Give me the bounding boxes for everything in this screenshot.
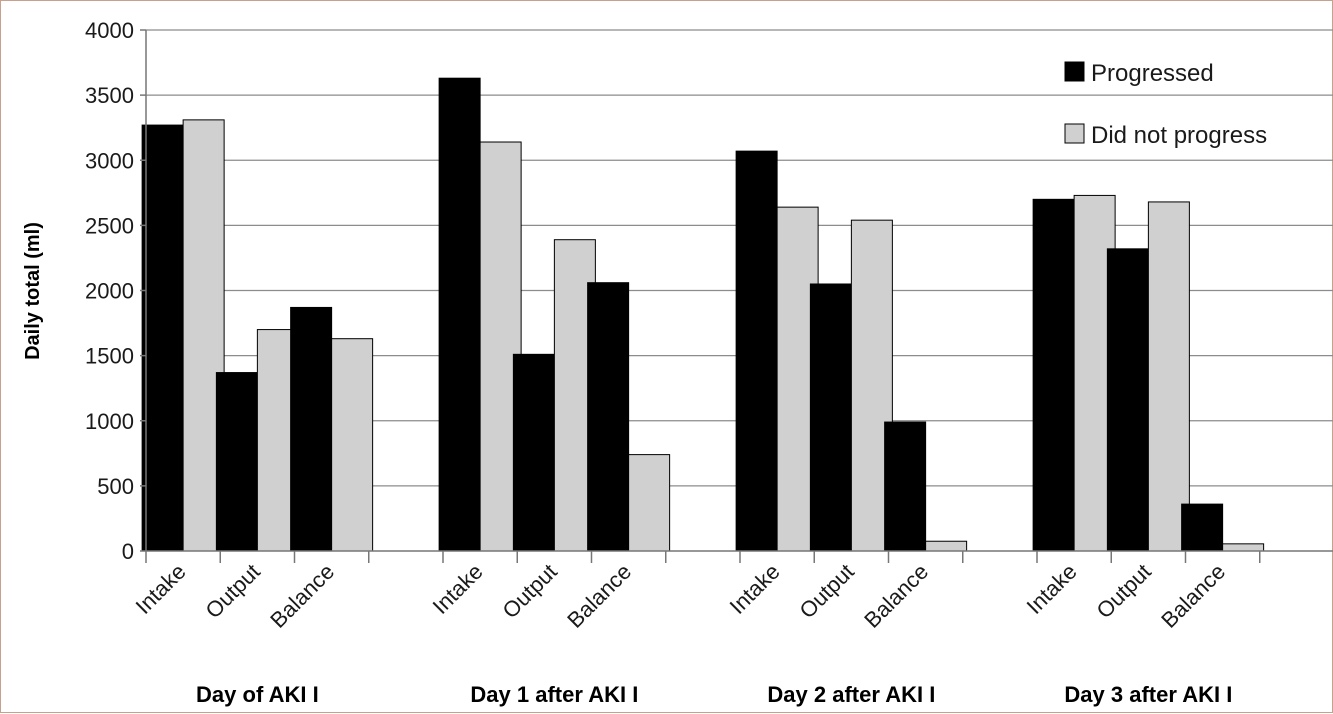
bar-progressed (290, 306, 333, 552)
y-tick-label: 4000 (85, 18, 134, 43)
category-label: Intake (1022, 559, 1082, 619)
category-label: Output (795, 559, 859, 623)
bar-progressed (884, 421, 927, 552)
y-tick-label: 2000 (85, 279, 134, 304)
axes (140, 29, 1333, 563)
bar-did-not-progress (331, 338, 374, 552)
bar-did-not-progress (1222, 543, 1265, 552)
y-tick-labels: 0 500 1000 1500 2000 2500 3000 3500 4000 (85, 18, 134, 564)
bar-progressed (512, 353, 555, 552)
bar-progressed (215, 372, 258, 552)
category-label: Intake (131, 559, 191, 619)
y-tick-label: 500 (97, 474, 134, 499)
legend-swatch (1064, 61, 1085, 82)
legend: Progressed Did not progress (1064, 60, 1267, 149)
category-label: Balance (859, 559, 933, 633)
bar-progressed (809, 283, 852, 552)
category-label: Intake (428, 559, 488, 619)
category-label: Intake (725, 559, 785, 619)
bar-progressed (438, 77, 481, 552)
y-tick-label: 3000 (85, 148, 134, 173)
bar-did-not-progress (1147, 201, 1190, 552)
group-label: Day of AKI I (196, 682, 319, 707)
category-labels: Intake Output Balance Intake Output Balance In… (131, 559, 1231, 633)
group-label: Day 2 after AKI I (767, 682, 935, 707)
group-labels: Day of AKI I Day 1 after AKI I Day 2 after… (196, 682, 1232, 707)
bar-progressed (1106, 248, 1149, 552)
category-label: Balance (1156, 559, 1230, 633)
group-label: Day 3 after AKI I (1064, 682, 1232, 707)
category-label: Output (201, 559, 265, 623)
bar-progressed (587, 282, 630, 552)
y-tick-label: 0 (122, 539, 134, 564)
legend-label: Did not progress (1091, 122, 1267, 149)
y-tick-label: 1000 (85, 409, 134, 434)
bar-progressed (1032, 198, 1075, 552)
group-label: Day 1 after AKI I (470, 682, 638, 707)
y-tick-label: 3500 (85, 83, 134, 108)
category-label: Balance (562, 559, 636, 633)
legend-swatch (1064, 123, 1085, 144)
bar-did-not-progress (628, 454, 671, 552)
category-label: Balance (265, 559, 339, 633)
bar-did-not-progress (925, 540, 968, 552)
bars (141, 77, 1265, 552)
bar-progressed (141, 124, 184, 552)
category-label: Output (1092, 559, 1156, 623)
y-axis-title: Daily total (ml) (22, 222, 44, 360)
category-label: Output (498, 559, 562, 623)
y-tick-label: 1500 (85, 344, 134, 369)
legend-label: Progressed (1091, 60, 1214, 87)
y-tick-label: 2500 (85, 213, 134, 238)
bar-progressed (735, 150, 778, 552)
bar-progressed (1181, 503, 1224, 552)
